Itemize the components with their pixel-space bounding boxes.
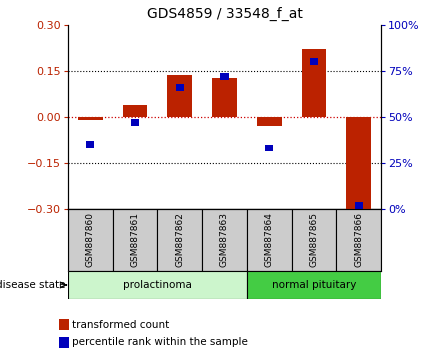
Bar <box>68 271 247 299</box>
Bar <box>68 209 113 271</box>
Bar <box>257 117 282 126</box>
Text: prolactinoma: prolactinoma <box>123 280 192 290</box>
Text: GSM887864: GSM887864 <box>265 212 274 267</box>
Bar <box>220 73 229 80</box>
Bar <box>336 209 381 271</box>
Bar <box>310 58 318 65</box>
Bar <box>176 84 184 91</box>
Bar <box>247 271 381 299</box>
Bar <box>355 202 363 209</box>
Bar <box>157 209 202 271</box>
Bar <box>78 117 102 120</box>
Text: disease state: disease state <box>0 280 66 290</box>
Bar <box>167 75 192 117</box>
Bar <box>59 337 69 348</box>
Bar <box>212 79 237 117</box>
Bar <box>346 117 371 209</box>
Bar <box>113 209 157 271</box>
Bar <box>86 141 94 148</box>
Text: transformed count: transformed count <box>72 320 170 330</box>
Bar <box>123 104 147 117</box>
Title: GDS4859 / 33548_f_at: GDS4859 / 33548_f_at <box>147 7 302 21</box>
Bar <box>265 145 273 152</box>
Bar <box>59 319 69 330</box>
Text: GSM887862: GSM887862 <box>175 212 184 267</box>
Text: percentile rank within the sample: percentile rank within the sample <box>72 337 248 347</box>
Text: normal pituitary: normal pituitary <box>272 280 356 290</box>
Text: GSM887866: GSM887866 <box>354 212 363 267</box>
Text: GSM887863: GSM887863 <box>220 212 229 267</box>
Text: GSM887860: GSM887860 <box>86 212 95 267</box>
Bar <box>202 209 247 271</box>
Text: GSM887861: GSM887861 <box>131 212 139 267</box>
Bar <box>131 119 139 126</box>
Bar <box>302 49 326 117</box>
Bar <box>292 209 336 271</box>
Text: GSM887865: GSM887865 <box>310 212 318 267</box>
Bar <box>247 209 292 271</box>
